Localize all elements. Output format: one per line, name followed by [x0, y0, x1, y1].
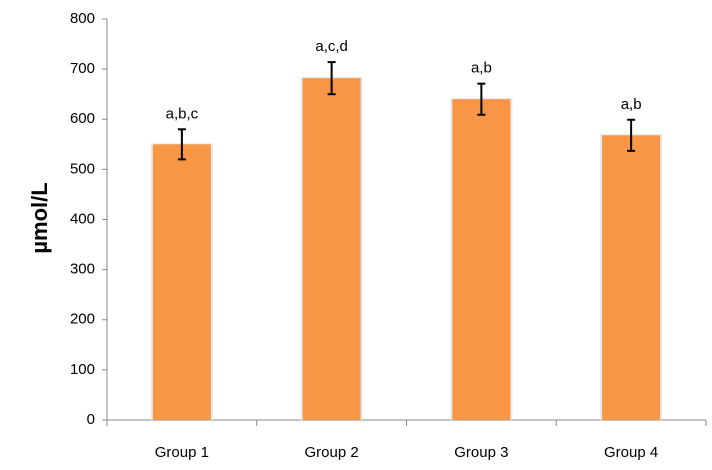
bar — [602, 135, 661, 421]
y-tick-label: 200 — [70, 311, 95, 328]
x-category-label: Group 2 — [305, 444, 359, 461]
x-category-label: Group 3 — [454, 444, 508, 461]
y-tick-label: 800 — [70, 10, 95, 27]
y-tick-label: 100 — [70, 361, 95, 378]
y-tick-label: 400 — [70, 210, 95, 227]
x-category-label: Group 1 — [155, 444, 209, 461]
bar-group: a,c,d — [300, 38, 363, 421]
y-tick-label: 500 — [70, 160, 95, 177]
y-tick-label: 700 — [70, 60, 95, 77]
y-tick-label: 0 — [87, 411, 95, 428]
bar-group: a,b — [450, 60, 513, 420]
bar — [452, 99, 511, 420]
bar-annotation: a,c,d — [315, 38, 348, 55]
ticks: 0 100 200 300 400 500 600 700 800 Group 1 Group 2 G… — [70, 10, 707, 461]
bar — [152, 144, 211, 420]
bars: a,b,c a,c,d a,b a,b — [150, 38, 663, 421]
y-tick-label: 300 — [70, 261, 95, 278]
bar-annotation: a,b — [471, 60, 492, 77]
y-tick-label: 600 — [70, 110, 95, 127]
x-category-label: Group 4 — [604, 444, 658, 461]
bar — [302, 78, 361, 421]
bar-annotation: a,b,c — [166, 105, 199, 122]
bar-group: a,b — [600, 96, 663, 421]
bar-group: a,b,c — [150, 105, 213, 420]
y-axis-title: µmol/L — [27, 182, 52, 253]
bar-annotation: a,b — [621, 96, 642, 113]
